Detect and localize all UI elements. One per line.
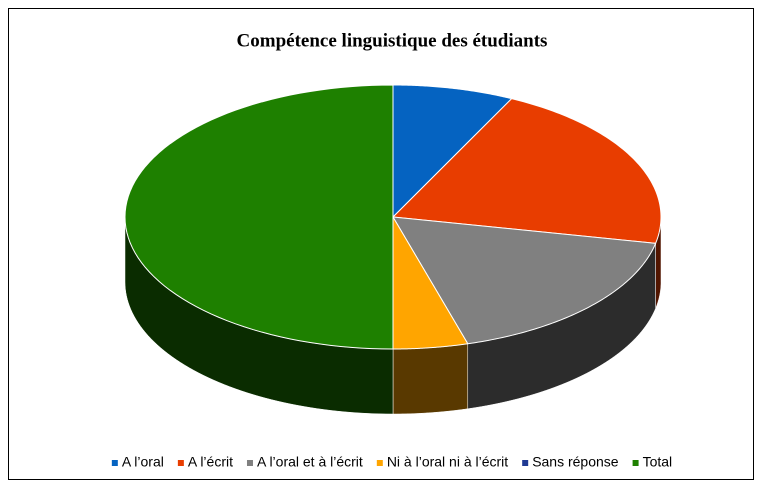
pie-slice bbox=[392, 216, 657, 345]
legend-label: Total bbox=[643, 454, 673, 470]
legend-swatch bbox=[177, 460, 184, 466]
legend: A l’oral A l’écrit A l’oral et à l’écrit Ni… bbox=[111, 454, 673, 470]
legend-label: A l’oral et à l’écrit bbox=[257, 454, 363, 470]
legend-label: Sans réponse bbox=[532, 454, 619, 470]
pie-slice bbox=[392, 84, 513, 219]
pie-slice bbox=[392, 215, 469, 350]
legend-swatch bbox=[632, 460, 639, 466]
pie bbox=[124, 84, 662, 415]
pie-slice-side bbox=[392, 343, 469, 415]
legend-swatch bbox=[522, 460, 529, 466]
legend-label: A l’écrit bbox=[188, 454, 233, 470]
pie-slice bbox=[124, 84, 394, 350]
legend-label: Ni à l’oral ni à l’écrit bbox=[387, 454, 508, 470]
legend-swatch bbox=[111, 460, 118, 466]
legend-swatch bbox=[376, 460, 383, 466]
pie-slice bbox=[391, 98, 662, 244]
legend-label: A l’oral bbox=[122, 454, 164, 470]
legend-swatch bbox=[246, 460, 253, 466]
chart-title: Compétence linguistique des étudiants bbox=[237, 30, 548, 51]
